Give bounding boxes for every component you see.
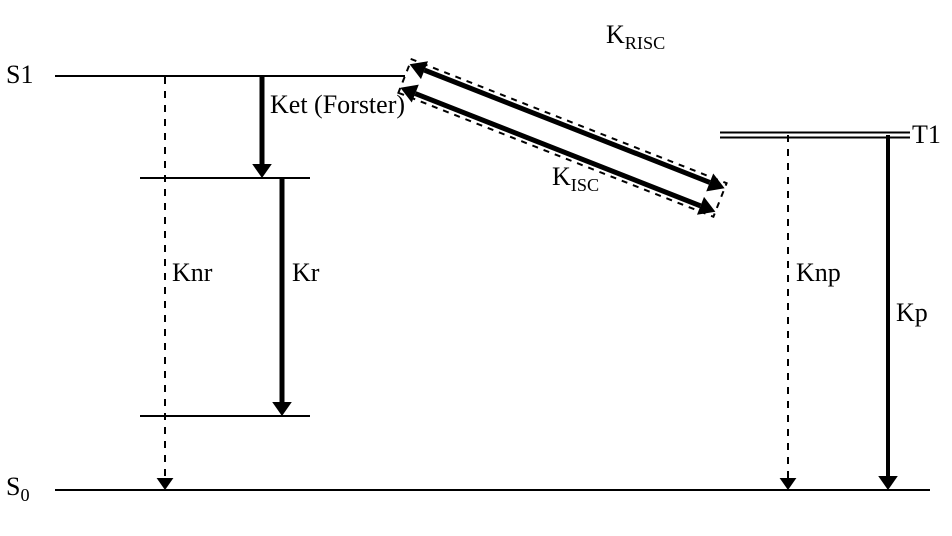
label-s0: S0 xyxy=(6,472,30,506)
arrow-ket-head xyxy=(252,164,272,178)
label-knp: Knp xyxy=(796,258,841,288)
arrow-knr-head xyxy=(157,478,174,490)
arrow-kp-head xyxy=(878,476,898,490)
label-krisc: KRISC xyxy=(606,20,665,54)
arrow-kr-head xyxy=(272,402,292,416)
label-kisc: KISC xyxy=(552,162,599,196)
label-t1: T1 xyxy=(912,120,941,150)
label-kr: Kr xyxy=(292,258,319,288)
label-kp: Kp xyxy=(896,298,928,328)
label-ket: Ket (Forster) xyxy=(270,90,405,120)
label-s1: S1 xyxy=(6,60,33,90)
arrow-knp-head xyxy=(780,478,797,490)
label-knr: Knr xyxy=(172,258,212,288)
